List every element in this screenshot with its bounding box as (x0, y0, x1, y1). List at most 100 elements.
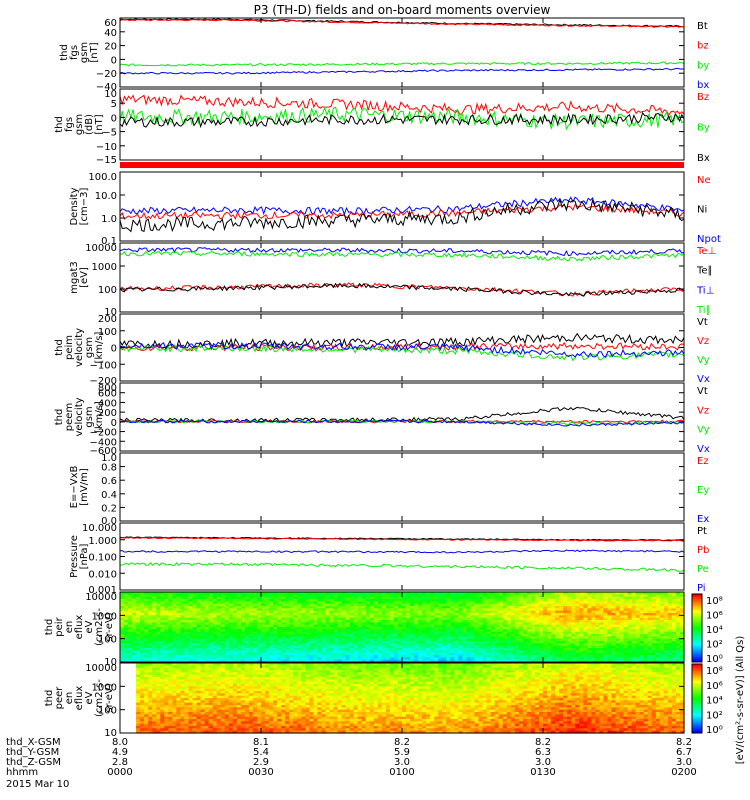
heatmap-cell (611, 610, 617, 614)
heatmap-cell (261, 603, 266, 607)
heatmap-cell (462, 631, 468, 635)
heatmap-cell (236, 613, 242, 616)
heatmap-cell (317, 613, 323, 616)
heatmap-cell (220, 617, 226, 621)
heatmap-cell (575, 655, 580, 658)
heatmap-cell (293, 641, 298, 644)
heatmap-cell (180, 655, 186, 658)
heatmap-cell (651, 638, 657, 642)
heatmap-cell (397, 613, 403, 616)
heatmap-cell (289, 601, 294, 605)
heatmap-cell (168, 659, 173, 663)
heatmap-cell (160, 702, 165, 706)
heatmap-cell (538, 652, 544, 656)
heatmap-cell (256, 659, 262, 663)
heatmap-cell (216, 613, 222, 616)
heatmap-cell (172, 648, 177, 651)
heatmap-cell (619, 645, 625, 649)
heatmap-cell (555, 643, 560, 647)
heatmap-cell (361, 645, 367, 649)
heatmap-cell (365, 631, 371, 635)
heatmap-cell (337, 641, 343, 644)
heatmap-cell (402, 659, 407, 663)
heatmap-cell (265, 599, 270, 602)
heatmap-cell (256, 610, 262, 614)
heatmap-cell (579, 655, 584, 658)
heatmap-cell (301, 610, 306, 614)
heatmap-cell (345, 592, 351, 595)
heatmap-cell (313, 592, 318, 595)
heatmap-cell (216, 615, 222, 619)
heatmap-cell (639, 599, 645, 602)
heatmap-cell (385, 648, 391, 651)
heatmap-cell (438, 650, 443, 654)
heatmap-cell (256, 608, 262, 612)
heatmap-cell (281, 650, 286, 654)
heatmap-cell (502, 645, 508, 649)
heatmap-cell (252, 648, 258, 651)
heatmap-cell (671, 629, 677, 633)
heatmap-cell (369, 631, 375, 635)
heatmap-cell (575, 620, 580, 623)
heatmap-cell (353, 659, 359, 663)
heatmap-cell (357, 624, 363, 628)
heatmap-cell (369, 629, 375, 633)
heatmap-cell (297, 615, 302, 619)
heatmap-cell (663, 650, 669, 654)
heatmap-cell (240, 608, 246, 612)
heatmap-cell (458, 657, 464, 661)
heatmap-cell (595, 624, 600, 628)
heatmap-cell (132, 613, 137, 616)
y-axis-label: thd (54, 409, 65, 426)
heatmap-cell (667, 643, 673, 647)
heatmap-cell (414, 645, 419, 649)
heatmap-cell (615, 655, 621, 658)
heatmap-cell (611, 594, 617, 598)
heatmap-cell (615, 638, 621, 642)
heatmap-cell (611, 599, 617, 602)
heatmap-cell (607, 599, 613, 602)
heatmap-cell (434, 659, 439, 663)
heatmap-cell (438, 652, 443, 656)
heatmap-cell (176, 599, 182, 602)
heatmap-cell (551, 636, 556, 640)
heatmap-cell (196, 657, 202, 661)
heatmap-cell (393, 592, 399, 595)
heatmap-cell (120, 702, 125, 706)
y-tick-label: 0.2 (101, 503, 117, 514)
heatmap-cell (599, 655, 605, 658)
heatmap-cell (651, 610, 657, 614)
heatmap-cell (144, 726, 149, 729)
heatmap-cell (341, 603, 347, 607)
heatmap-cell (526, 650, 532, 654)
heatmap-cell (659, 652, 665, 656)
heatmap-cell (466, 638, 472, 642)
heatmap-cell (152, 698, 157, 701)
heatmap-cell (514, 645, 520, 649)
heatmap-cell (277, 594, 282, 598)
heatmap-cell (430, 620, 435, 623)
heatmap-cell (530, 641, 536, 644)
heatmap-cell (309, 596, 314, 600)
heatmap-cell (277, 627, 282, 630)
heatmap-cell (671, 627, 677, 630)
heatmap-cell (325, 650, 331, 654)
heatmap-cell (204, 617, 210, 621)
heatmap-cell (345, 645, 351, 649)
y-axis-label-group: thd peem velocity gsm [km/s] (54, 397, 105, 436)
heatmap-cell (655, 599, 661, 602)
heatmap-cell (200, 634, 206, 637)
heatmap-cell (236, 606, 242, 609)
heatmap-cell (426, 608, 431, 612)
heatmap-cell (393, 655, 399, 658)
heatmap-cell (136, 634, 141, 637)
heatmap-cell (551, 627, 556, 630)
series-density-Ni (119, 198, 685, 233)
heatmap-cell (281, 594, 286, 598)
heatmap-cell (204, 601, 210, 605)
heatmap-cell (180, 615, 186, 619)
heatmap-cell (393, 606, 399, 609)
heatmap-cell (285, 655, 290, 658)
heatmap-cell (450, 627, 455, 630)
heatmap-cell (152, 665, 157, 669)
